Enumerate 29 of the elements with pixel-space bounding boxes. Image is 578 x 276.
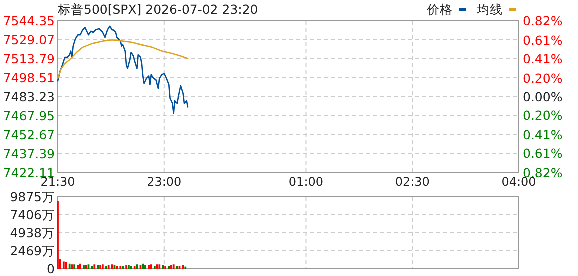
y2-tick-label: 0.61% [523, 32, 563, 48]
y2-tick-label: 0.20% [523, 70, 563, 86]
y2-tick-label: 0.61% [523, 146, 563, 162]
y-tick-label: 7406万 [10, 208, 55, 222]
y2-tick-label: 0.00% [523, 90, 563, 104]
y-tick-label: 7467.95 [3, 108, 55, 124]
y2-tick-label: 0.82% [523, 14, 563, 28]
y2-tick-label: 0.41% [523, 128, 563, 142]
y-tick-label: 4938万 [10, 225, 55, 240]
y-tick-label: 7483.23 [3, 90, 55, 104]
y-tick-label: 2469万 [10, 244, 55, 258]
y-tick-label: 7544.35 [3, 14, 55, 28]
legend-label: 均线 [476, 2, 503, 17]
y-tick-label: 7513.79 [3, 52, 56, 66]
x-tick-label: 02:30 [395, 175, 430, 189]
x-tick-label: 01:00 [288, 175, 324, 189]
legend-label: 价格 [426, 2, 453, 17]
y-tick-label: 7529.07 [3, 32, 55, 48]
y2-tick-label: 0.41% [523, 52, 563, 66]
y2-tick-label: 0.20% [523, 108, 563, 124]
y-tick-label: 7498.51 [3, 70, 55, 86]
y-tick-label: 7437.39 [3, 146, 56, 162]
line-series [57, 26, 189, 114]
y-tick-label: 0 [47, 262, 56, 276]
y-tick-label: 7452.67 [3, 128, 55, 142]
line-series [57, 39, 189, 80]
x-tick-label: 23:00 [147, 175, 182, 189]
chart-title: 标普500[SPX] 2026-07-02 23:20 [57, 2, 258, 17]
y-tick-label: 9875万 [10, 190, 55, 204]
